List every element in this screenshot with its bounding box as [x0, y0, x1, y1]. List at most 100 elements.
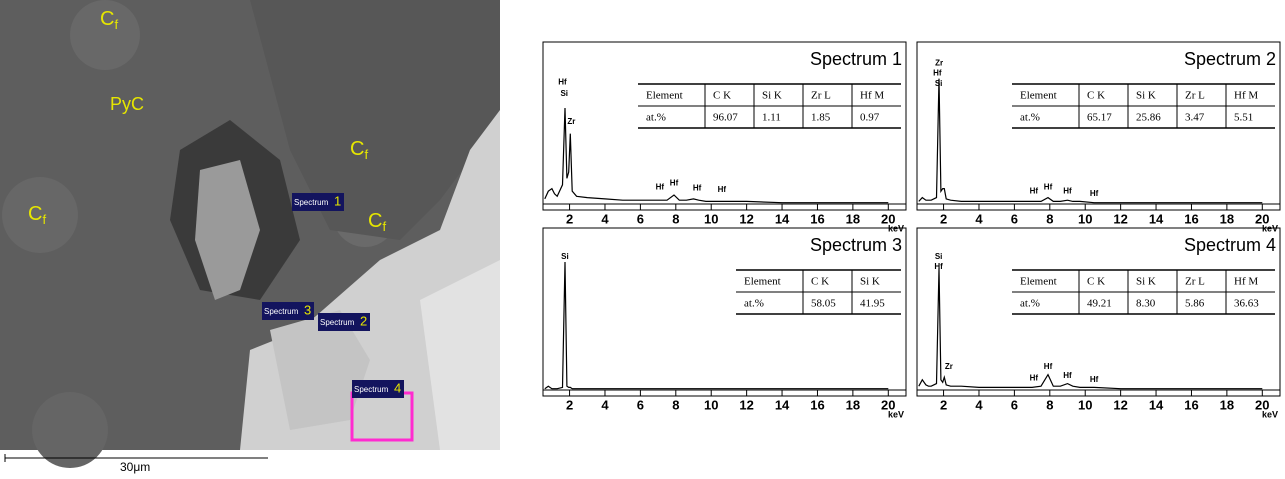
table-header: Element: [744, 276, 781, 288]
table-cell: 3.47: [1185, 112, 1205, 124]
x-tick-label: 8: [1046, 397, 1053, 412]
x-tick-label: 18: [846, 397, 860, 412]
peak-label: Hf: [670, 179, 679, 188]
spot-word: Spectrum: [294, 198, 329, 207]
x-tick-label: 8: [672, 211, 679, 226]
x-tick-label: 10: [704, 211, 718, 226]
x-tick-label: 16: [1184, 211, 1198, 226]
x-tick-label: 4: [601, 397, 609, 412]
x-tick-label: 2: [566, 397, 573, 412]
peak-label: Zr: [567, 117, 575, 126]
x-tick-label: 2: [940, 397, 947, 412]
table-cell: 8.30: [1136, 298, 1156, 310]
spectrum-title: Spectrum 3: [810, 235, 902, 255]
peak-label: Hf: [1090, 375, 1099, 384]
spot-number: 3: [304, 302, 311, 317]
peak-label: Si: [935, 79, 943, 88]
table-cell: 58.05: [811, 298, 836, 310]
x-tick-label: 16: [810, 397, 824, 412]
spot-word: Spectrum: [264, 307, 299, 316]
table-header: Zr L: [1185, 276, 1205, 288]
x-tick-label: 14: [1149, 397, 1164, 412]
spectrum-line: [545, 262, 889, 389]
spectrum-title: Spectrum 2: [1184, 49, 1276, 69]
table-cell: at.%: [1020, 298, 1040, 310]
x-tick-label: 12: [1113, 397, 1127, 412]
table-cell: 49.21: [1087, 298, 1112, 310]
table-header: Element: [1020, 90, 1057, 102]
composition-table: Elementat.%C K65.17Si K25.86Zr L3.47Hf M…: [1012, 84, 1275, 128]
x-tick-label: 12: [739, 397, 753, 412]
spectrum-title: Spectrum 4: [1184, 235, 1276, 255]
spectrum-title: Spectrum 1: [810, 49, 902, 69]
table-cell: 0.97: [860, 112, 880, 124]
x-tick-label: 18: [1220, 397, 1234, 412]
table-header: Element: [646, 90, 683, 102]
peak-label: Hf: [933, 69, 942, 78]
spot-word: Spectrum: [320, 318, 355, 327]
x-tick-label: 14: [1149, 211, 1164, 226]
x-tick-label: 2: [940, 211, 947, 226]
x-tick-label: 4: [975, 211, 983, 226]
peak-label: Hf: [1030, 186, 1039, 195]
table-header: C K: [713, 90, 731, 102]
peak-label: Hf: [718, 185, 727, 194]
table-header: C K: [1087, 276, 1105, 288]
x-tick-label: 6: [637, 397, 644, 412]
table-cell: at.%: [744, 298, 764, 310]
peak-label: Hf: [1030, 374, 1039, 383]
table-header: Si K: [860, 276, 880, 288]
table-header: Si K: [1136, 276, 1156, 288]
peak-label: Si: [560, 89, 568, 98]
x-tick-label: 12: [1113, 211, 1127, 226]
table-header: Si K: [762, 90, 782, 102]
table-header: Hf M: [860, 90, 884, 102]
x-tick-label: 14: [775, 397, 790, 412]
table-cell: 41.95: [860, 298, 885, 310]
table-header: Element: [1020, 276, 1057, 288]
x-tick-label: 16: [1184, 397, 1198, 412]
pyc-label: PyC: [110, 94, 144, 114]
peak-label: Zr: [945, 362, 953, 371]
composition-table: Element at.% C K 49.21 Si K 8.30 Zr L 5.86 Hf M 3…: [1012, 270, 1275, 314]
x-tick-label: 4: [601, 211, 609, 226]
x-tick-label: 10: [1078, 397, 1092, 412]
peak-label: Hf: [1063, 371, 1072, 380]
peak-label: Zr: [935, 58, 943, 67]
peak-label: Hf: [693, 184, 702, 193]
x-tick-label: 6: [637, 211, 644, 226]
peak-label: Si: [561, 252, 569, 261]
peak-label: Hf: [558, 78, 567, 87]
peak-label: Hf: [656, 182, 665, 191]
table-header: Hf M: [1234, 276, 1258, 288]
x-tick-label: 8: [1046, 211, 1053, 226]
x-axis-label: keV: [888, 409, 904, 419]
x-tick-label: 4: [975, 397, 983, 412]
table-header: Zr L: [811, 90, 831, 102]
x-tick-label: 10: [704, 397, 718, 412]
x-tick-label: 6: [1011, 211, 1018, 226]
table-cell: at.%: [646, 112, 666, 124]
spot-word: Spectrum: [354, 385, 389, 394]
scale-bar-label: 30μm: [120, 460, 150, 474]
table-cell: 36.63: [1234, 298, 1259, 310]
table-header: C K: [1087, 90, 1105, 102]
table-cell: 5.86: [1185, 298, 1205, 310]
x-tick-label: 16: [810, 211, 824, 226]
x-tick-label: 8: [672, 397, 679, 412]
table-header: Hf M: [1234, 90, 1258, 102]
x-tick-label: 18: [1220, 211, 1234, 226]
peak-label: Hf: [934, 262, 943, 271]
peak-label: Hf: [1044, 182, 1053, 191]
peak-label: Si: [935, 252, 943, 261]
x-axis-label: keV: [1262, 409, 1278, 419]
spot-number: 1: [334, 193, 341, 208]
table-cell: 1.11: [762, 112, 781, 124]
figure: 30μm PyC CfCfCfCfSpectrum1Spectrum3Spect…: [0, 0, 1285, 474]
peak-label: Hf: [1044, 362, 1053, 371]
x-tick-label: 18: [846, 211, 860, 226]
page: 30μm PyC CfCfCfCfSpectrum1Spectrum3Spect…: [0, 0, 1285, 474]
x-tick-label: 14: [775, 211, 790, 226]
peak-label: Hf: [1090, 189, 1099, 198]
